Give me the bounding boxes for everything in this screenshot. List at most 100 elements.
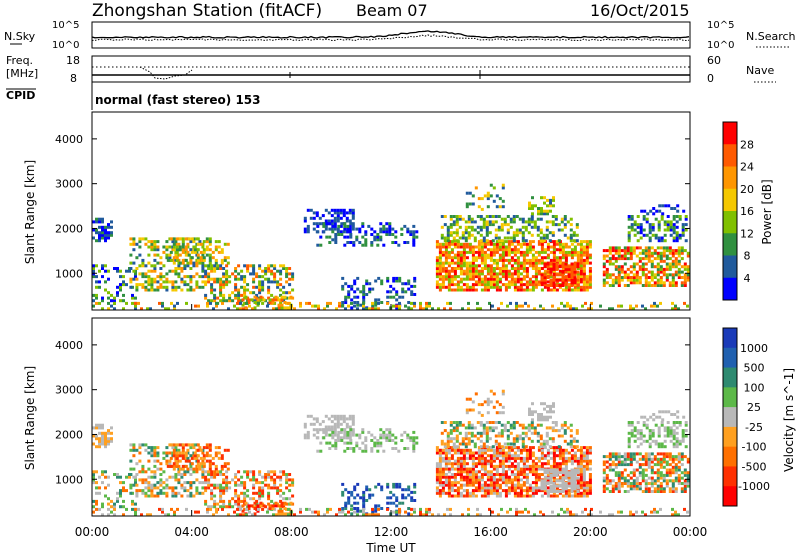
- power-cell: [515, 215, 519, 218]
- velocity-cell: [119, 505, 122, 509]
- power-cell: [576, 280, 580, 284]
- power-cell: [588, 240, 592, 244]
- velocity-cell: [196, 443, 200, 447]
- power-cell: [627, 215, 631, 218]
- power-cell: [267, 277, 271, 281]
- velocity-cell: [131, 499, 134, 503]
- velocity-cell: [241, 509, 245, 513]
- velocity-cell: [174, 459, 178, 463]
- power-cell: [468, 285, 472, 289]
- power-cell: [449, 307, 452, 311]
- velocity-cell: [662, 476, 666, 480]
- power-cell: [620, 270, 624, 274]
- power-cell: [669, 225, 673, 229]
- power-cell: [178, 245, 182, 249]
- velocity-cell: [656, 471, 660, 475]
- power-cell: [95, 296, 98, 300]
- power-cell: [647, 281, 651, 285]
- velocity-cell: [537, 448, 541, 452]
- power-cell: [201, 269, 205, 273]
- velocity-cell: [495, 467, 499, 471]
- power-cell: [683, 284, 687, 287]
- power-cell: [654, 236, 658, 240]
- velocity-cell: [465, 470, 469, 474]
- power-cell: [614, 259, 618, 263]
- power-cell: [649, 209, 653, 213]
- velocity-cell: [623, 482, 627, 485]
- power-cell: [339, 208, 343, 212]
- power-cell: [223, 242, 227, 246]
- velocity-cell: [659, 482, 663, 485]
- power-cell: [576, 285, 580, 289]
- power-cell: [510, 277, 514, 281]
- power-cell: [670, 207, 674, 210]
- power-cell: [513, 261, 517, 265]
- power-cell: [522, 288, 526, 292]
- velocity-cell: [588, 451, 592, 455]
- power-cell: [175, 237, 179, 241]
- power-cell: [608, 284, 612, 287]
- power-cell: [506, 223, 510, 227]
- velocity-cell: [205, 451, 209, 455]
- velocity-cell: [132, 446, 136, 450]
- velocity-cell: [471, 470, 475, 474]
- velocity-cell: [198, 491, 202, 495]
- velocity-cell: [189, 467, 193, 471]
- velocity-cell: [540, 456, 544, 460]
- velocity-cell: [208, 443, 212, 447]
- power-cell: [554, 215, 558, 218]
- power-cell: [280, 306, 284, 310]
- velocity-cell: [546, 476, 550, 480]
- velocity-cell: [444, 464, 448, 468]
- power-cell: [465, 191, 469, 195]
- power-cell: [576, 242, 580, 246]
- velocity-cell: [447, 459, 451, 463]
- power-cell: [525, 272, 529, 276]
- power-cell: [273, 275, 277, 279]
- power-cell: [665, 249, 669, 253]
- velocity-cell: [489, 478, 493, 482]
- power-cell: [189, 285, 193, 289]
- power-cell: [98, 239, 101, 243]
- velocity-cell: [485, 434, 489, 438]
- velocity-cell: [617, 457, 621, 461]
- power-cell: [546, 253, 550, 257]
- power-cell: [443, 223, 447, 227]
- power-cell: [461, 217, 465, 221]
- velocity-cell: [443, 442, 447, 446]
- velocity-cell: [95, 486, 98, 490]
- power-cell: [159, 272, 163, 276]
- velocity-cell: [582, 473, 586, 476]
- power-cell: [388, 230, 392, 234]
- power-cell: [474, 283, 478, 287]
- velocity-cell: [477, 470, 481, 474]
- velocity-cell: [527, 423, 531, 427]
- power-cell: [234, 288, 238, 292]
- power-cell: [632, 281, 636, 285]
- power-cell: [243, 288, 247, 292]
- power-cell: [225, 275, 229, 279]
- velocity-cell: [267, 502, 271, 506]
- power-cell: [371, 307, 374, 311]
- velocity-cell: [138, 470, 142, 474]
- velocity-cell: [303, 436, 307, 440]
- power-cell: [285, 280, 289, 284]
- power-cell: [672, 225, 676, 229]
- velocity-cell: [492, 448, 496, 452]
- power-cell: [413, 301, 416, 305]
- power-cell: [183, 267, 187, 270]
- power-cell: [441, 261, 445, 265]
- power-cell: [543, 283, 547, 287]
- power-cell: [489, 275, 493, 279]
- power-cell: [540, 261, 544, 265]
- power-cell: [279, 277, 283, 281]
- power-cell: [498, 277, 502, 281]
- power-cell: [201, 242, 205, 246]
- power-cell: [444, 269, 448, 273]
- velocity-cell: [316, 449, 320, 453]
- power-cell: [582, 245, 586, 249]
- freq-panel: Freq. [MHz] 18 8 60 0 Nave: [6, 54, 776, 85]
- power-cell: [666, 228, 670, 232]
- velocity-cell: [528, 467, 532, 471]
- velocity-cell: [486, 483, 490, 487]
